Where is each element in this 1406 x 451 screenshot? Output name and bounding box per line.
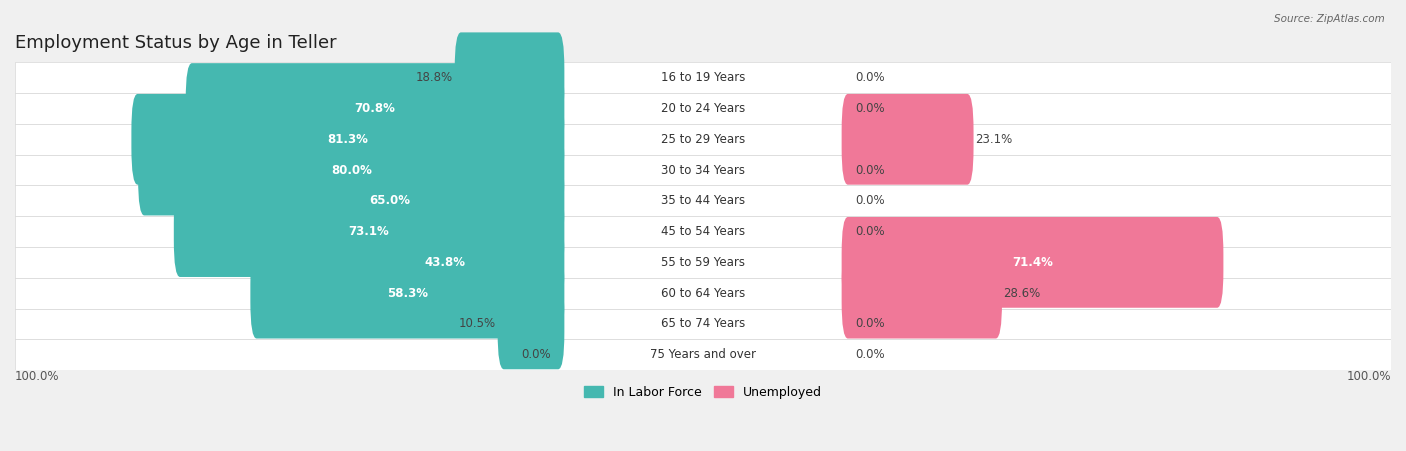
- FancyBboxPatch shape: [454, 32, 564, 123]
- Text: 45 to 54 Years: 45 to 54 Years: [661, 225, 745, 238]
- Text: 0.0%: 0.0%: [856, 71, 886, 84]
- Legend: In Labor Force, Unemployed: In Labor Force, Unemployed: [579, 381, 827, 404]
- Text: 65.0%: 65.0%: [370, 194, 411, 207]
- Bar: [15, 339, 1391, 370]
- Text: 0.0%: 0.0%: [520, 348, 550, 361]
- Bar: [15, 93, 1391, 124]
- Bar: [15, 308, 1391, 339]
- Text: 73.1%: 73.1%: [349, 225, 389, 238]
- FancyBboxPatch shape: [138, 124, 564, 216]
- Text: 0.0%: 0.0%: [856, 194, 886, 207]
- Text: 0.0%: 0.0%: [856, 102, 886, 115]
- Text: 58.3%: 58.3%: [387, 287, 427, 299]
- Bar: [15, 62, 1391, 93]
- Text: 75 Years and over: 75 Years and over: [650, 348, 756, 361]
- Text: 81.3%: 81.3%: [328, 133, 368, 146]
- Text: 0.0%: 0.0%: [856, 348, 886, 361]
- Text: 100.0%: 100.0%: [15, 370, 59, 383]
- Text: 0.0%: 0.0%: [856, 225, 886, 238]
- Text: 65 to 74 Years: 65 to 74 Years: [661, 318, 745, 331]
- Text: 18.8%: 18.8%: [416, 71, 453, 84]
- FancyBboxPatch shape: [325, 217, 564, 308]
- Text: Source: ZipAtlas.com: Source: ZipAtlas.com: [1274, 14, 1385, 23]
- Text: 71.4%: 71.4%: [1012, 256, 1053, 269]
- Text: 43.8%: 43.8%: [425, 256, 465, 269]
- Bar: [15, 247, 1391, 278]
- Text: 60 to 64 Years: 60 to 64 Years: [661, 287, 745, 299]
- Bar: [15, 155, 1391, 185]
- Text: 10.5%: 10.5%: [458, 318, 496, 331]
- Text: 55 to 59 Years: 55 to 59 Years: [661, 256, 745, 269]
- FancyBboxPatch shape: [498, 279, 564, 369]
- FancyBboxPatch shape: [174, 186, 564, 277]
- FancyBboxPatch shape: [842, 217, 1223, 308]
- Text: 70.8%: 70.8%: [354, 102, 395, 115]
- Text: 30 to 34 Years: 30 to 34 Years: [661, 164, 745, 177]
- Bar: [15, 185, 1391, 216]
- Text: Employment Status by Age in Teller: Employment Status by Age in Teller: [15, 34, 336, 52]
- Text: 35 to 44 Years: 35 to 44 Years: [661, 194, 745, 207]
- Text: 80.0%: 80.0%: [330, 164, 371, 177]
- Text: 28.6%: 28.6%: [1004, 287, 1040, 299]
- Text: 0.0%: 0.0%: [856, 164, 886, 177]
- FancyBboxPatch shape: [215, 156, 564, 246]
- Bar: [15, 124, 1391, 155]
- FancyBboxPatch shape: [842, 94, 973, 184]
- FancyBboxPatch shape: [131, 94, 564, 184]
- Text: 0.0%: 0.0%: [856, 318, 886, 331]
- FancyBboxPatch shape: [250, 248, 564, 339]
- FancyBboxPatch shape: [186, 63, 564, 154]
- Text: 25 to 29 Years: 25 to 29 Years: [661, 133, 745, 146]
- Text: 23.1%: 23.1%: [976, 133, 1012, 146]
- Bar: [15, 216, 1391, 247]
- Text: 100.0%: 100.0%: [1347, 370, 1391, 383]
- Text: 16 to 19 Years: 16 to 19 Years: [661, 71, 745, 84]
- Bar: [15, 278, 1391, 308]
- FancyBboxPatch shape: [842, 248, 1002, 339]
- Text: 20 to 24 Years: 20 to 24 Years: [661, 102, 745, 115]
